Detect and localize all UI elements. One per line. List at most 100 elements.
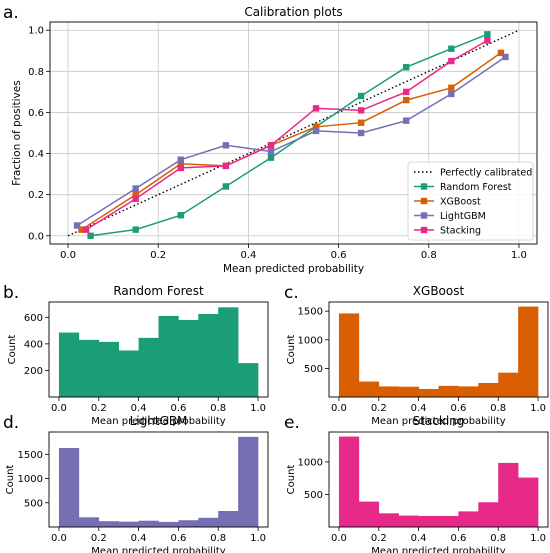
- histogram-bar: [238, 363, 259, 397]
- panel-letter-b: b.: [3, 283, 19, 303]
- x-tick-label: 0.8: [210, 403, 226, 414]
- stacking-point: [484, 37, 491, 44]
- stacking-point: [267, 142, 275, 149]
- xgboost-point: [177, 160, 184, 168]
- histogram-bar: [198, 517, 219, 527]
- x-tick-label: 0.6: [331, 250, 347, 261]
- stacking-line: [85, 39, 488, 231]
- histogram-bar: [398, 515, 419, 527]
- x-tick-label: 0.0: [331, 403, 347, 414]
- x-tick-label: 0.8: [490, 533, 506, 544]
- histogram-bar: [398, 386, 419, 397]
- histogram-bar: [478, 502, 499, 527]
- legend-label: Perfectly calibrated: [440, 168, 532, 179]
- lightgbm-line: [76, 56, 506, 227]
- lightgbm-point: [312, 127, 320, 135]
- x-tick-label: 0.4: [131, 533, 147, 544]
- x-tick-label: 0.4: [411, 403, 427, 414]
- random-forest-point: [357, 92, 365, 100]
- y-tick-label: 0.2: [28, 190, 44, 201]
- x-tick-label: 0.4: [240, 250, 256, 261]
- y-tick-label: 200: [24, 366, 43, 377]
- legend-label: LightGBM: [440, 211, 486, 222]
- panel-letter-c: c.: [284, 283, 299, 303]
- y-tick-label: 1000: [18, 474, 43, 485]
- stacking-point: [403, 88, 410, 96]
- x-tick-label: 0.8: [210, 533, 226, 544]
- x-tick-label: 0.0: [60, 250, 76, 261]
- plot-frame: [48, 431, 269, 528]
- histogram-bar: [198, 313, 219, 397]
- histogram-bar: [438, 385, 459, 397]
- stacking-point: [312, 105, 320, 112]
- histogram-bar: [338, 313, 360, 397]
- histogram-bar: [138, 520, 159, 527]
- x-tick-label: 0.6: [170, 403, 186, 414]
- x-tick-label: 1.0: [530, 403, 546, 414]
- legend-label: Stacking: [440, 226, 481, 237]
- y-tick-label: 1500: [18, 450, 43, 461]
- panel-letter-e: e.: [284, 413, 300, 433]
- x-tick-label: 0.8: [421, 250, 437, 261]
- random-forest-point: [484, 31, 491, 38]
- histogram-bar: [518, 306, 539, 397]
- x-tick-label: 0.2: [91, 403, 107, 414]
- x-tick-label: 0.6: [450, 533, 466, 544]
- chart-title: Calibration plots: [244, 5, 342, 19]
- xgboost-point: [403, 96, 410, 104]
- legend-marker: [420, 183, 428, 190]
- y-tick-label: 0.6: [28, 108, 44, 119]
- legend-label: Random Forest: [440, 182, 512, 193]
- chart-title: LightGBM: [130, 414, 188, 428]
- x-tick-label: 0.2: [91, 533, 107, 544]
- histogram-bar: [58, 332, 80, 397]
- x-tick-label: 1.0: [250, 533, 266, 544]
- lightgbm-point: [403, 117, 410, 124]
- lightgbm-point: [267, 148, 275, 155]
- y-tick-label: 1000: [298, 335, 323, 346]
- y-tick-label: 1500: [298, 307, 323, 318]
- y-tick-label: 600: [24, 313, 43, 324]
- y-tick-label: 1000: [298, 457, 323, 468]
- x-tick-label: 1.0: [530, 533, 546, 544]
- histogram-bar: [158, 521, 179, 527]
- random-forest-point: [177, 212, 184, 219]
- y-tick-label: 0.4: [28, 149, 44, 160]
- random-forest-point: [448, 45, 455, 52]
- histogram-bar: [218, 307, 239, 397]
- chart-title: XGBoost: [413, 284, 465, 298]
- x-tick-label: 0.6: [170, 533, 186, 544]
- y-axis-label: Fraction of positives: [11, 80, 23, 185]
- lightgbm-point: [222, 142, 230, 149]
- histogram-bar: [178, 319, 199, 397]
- x-tick-label: 0.6: [450, 403, 466, 414]
- perfectly-calibrated-line: [67, 29, 520, 237]
- histogram-bar: [378, 513, 399, 527]
- xgboost-point: [448, 84, 455, 91]
- lightgbm-point: [73, 222, 81, 229]
- xgboost-point: [357, 119, 365, 126]
- x-tick-label: 0.0: [331, 533, 347, 544]
- y-tick-label: 0.8: [28, 67, 44, 78]
- x-tick-label: 0.0: [51, 533, 67, 544]
- histogram-bar: [98, 521, 119, 527]
- x-tick-label: 1.0: [511, 250, 527, 261]
- x-tick-label: 0.8: [490, 403, 506, 414]
- histogram-bar: [418, 515, 439, 527]
- xgboost-point: [78, 226, 85, 233]
- random-forest-point: [222, 183, 230, 190]
- plot-frame: [328, 301, 549, 398]
- lightgbm-point: [357, 129, 365, 137]
- x-axis-label: Mean predicted probability: [91, 416, 225, 427]
- histogram-bar: [218, 511, 239, 527]
- xgboost-point: [497, 49, 505, 57]
- stacking-point: [448, 57, 455, 65]
- lightgbm-point: [448, 90, 455, 98]
- histogram-bar: [118, 350, 139, 397]
- stacking-point: [132, 195, 139, 202]
- xgboost-line: [81, 52, 502, 231]
- histogram-bar: [58, 447, 80, 527]
- lightgbm-point: [502, 53, 509, 61]
- random-forest-line: [90, 33, 488, 237]
